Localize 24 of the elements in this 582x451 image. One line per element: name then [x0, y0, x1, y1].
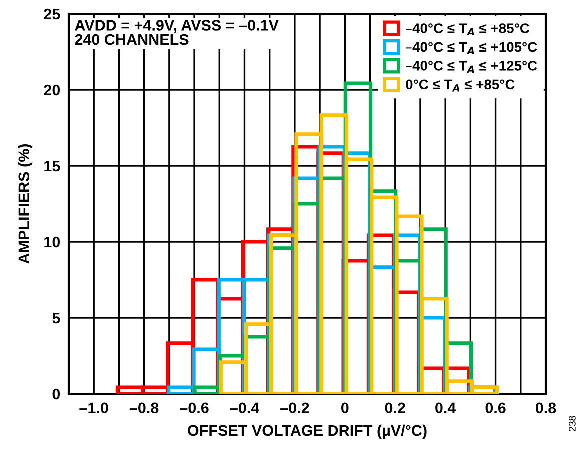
x-tick-label: –0.8: [130, 402, 159, 414]
annotation: AVDD = +4.9V, AVSS = –0.1V 240 CHANNELS: [75, 20, 279, 46]
legend-label: 0°C ≤ T$_{A}$ ≤ +85°C: [406, 80, 515, 92]
x-tick-label: 0.6: [486, 402, 506, 414]
x-tick-label: –0.2: [280, 402, 310, 414]
x-tick-label: 0.4: [436, 402, 456, 414]
y-tick-label: 25: [44, 8, 60, 20]
x-tick-label: 0: [342, 402, 349, 414]
y-axis-title: AMPLIFIERS (%): [18, 144, 33, 264]
text: 238: [568, 416, 576, 432]
x-tick-label: –0.6: [180, 402, 209, 414]
y-tick-label: 0: [52, 388, 60, 400]
y-tick-label: 15: [44, 161, 60, 172]
y-tick-label: 10: [44, 236, 60, 248]
x-axis-title: OFFSET VOLTAGE DRIFT (µV/°C): [188, 424, 427, 440]
legend-label: –40°C ≤ T$_{A}$ ≤ +105°C: [406, 42, 538, 54]
x-tick-label: –1.0: [80, 402, 108, 414]
y-tick-label: 20: [44, 84, 60, 96]
x-tick-label: 0.8: [536, 402, 556, 414]
x-tick-label: –0.4: [230, 402, 260, 414]
legend-label: –40°C ≤ T$_{A}$ ≤ +125°C: [406, 61, 538, 73]
x-tick-label: 0.2: [385, 402, 406, 414]
legend-label: –40°C ≤ T$_{A}$ ≤ +85°C: [406, 24, 530, 36]
y-tick-label: 5: [52, 313, 60, 324]
